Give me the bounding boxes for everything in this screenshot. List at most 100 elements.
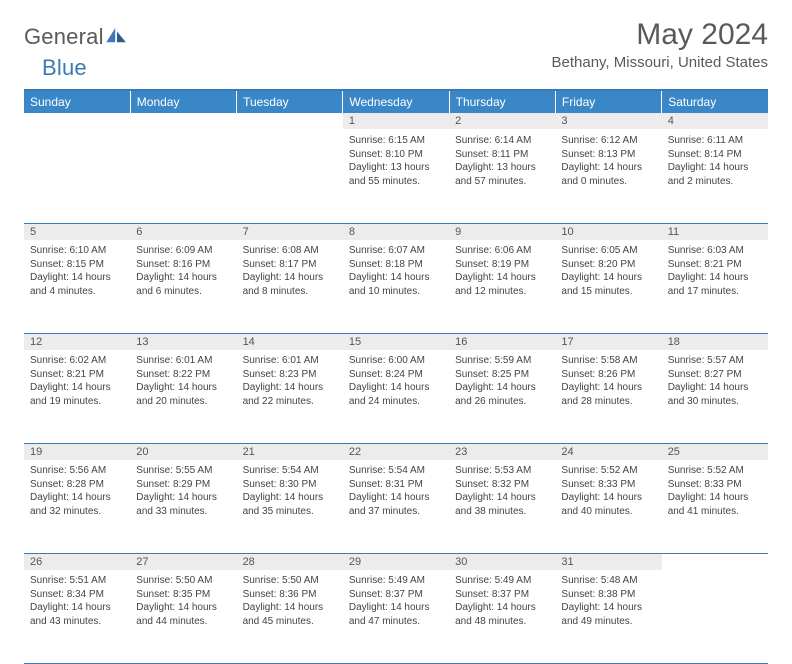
day-details: Sunrise: 6:07 AMSunset: 8:18 PMDaylight:… [343,241,449,302]
sunset-line: Sunset: 8:15 PM [30,258,124,272]
day-number-cell: 4 [662,113,768,131]
sunset-line: Sunset: 8:21 PM [30,368,124,382]
day-number: 31 [555,554,661,570]
sunrise-line: Sunrise: 6:05 AM [561,244,655,258]
weekday-header: Saturday [662,90,768,113]
sunrise-line: Sunrise: 6:15 AM [349,134,443,148]
day-number: 23 [449,444,555,460]
day-number-row: 12131415161718 [24,333,768,351]
day-number-cell: 30 [449,553,555,571]
day-cell: Sunrise: 6:10 AMSunset: 8:15 PMDaylight:… [24,241,130,333]
location-text: Bethany, Missouri, United States [552,54,769,71]
day-number-cell: 20 [130,443,236,461]
day-cell: Sunrise: 6:15 AMSunset: 8:10 PMDaylight:… [343,131,449,223]
daylight-line: Daylight: 14 hours and 4 minutes. [30,271,124,298]
day-number-cell: 10 [555,223,661,241]
day-cell: Sunrise: 6:01 AMSunset: 8:23 PMDaylight:… [237,351,343,443]
weekday-header: Monday [130,90,236,113]
sunset-line: Sunset: 8:27 PM [668,368,762,382]
day-details [130,131,236,138]
sunset-line: Sunset: 8:28 PM [30,478,124,492]
day-number: 11 [662,224,768,240]
day-cell: Sunrise: 5:50 AMSunset: 8:35 PMDaylight:… [130,571,236,663]
sunrise-line: Sunrise: 6:03 AM [668,244,762,258]
sunset-line: Sunset: 8:35 PM [136,588,230,602]
day-number: 2 [449,113,555,129]
sunset-line: Sunset: 8:38 PM [561,588,655,602]
day-cell: Sunrise: 5:48 AMSunset: 8:38 PMDaylight:… [555,571,661,663]
calendar-page: General May 2024 Bethany, Missouri, Unit… [0,0,792,664]
day-number: 20 [130,444,236,460]
day-details: Sunrise: 6:15 AMSunset: 8:10 PMDaylight:… [343,131,449,192]
day-details: Sunrise: 6:05 AMSunset: 8:20 PMDaylight:… [555,241,661,302]
day-number-cell: 9 [449,223,555,241]
day-number [24,113,130,117]
daylight-line: Daylight: 14 hours and 32 minutes. [30,491,124,518]
day-cell: Sunrise: 5:55 AMSunset: 8:29 PMDaylight:… [130,461,236,553]
day-number-cell: 3 [555,113,661,131]
sunrise-line: Sunrise: 5:52 AM [561,464,655,478]
sunrise-line: Sunrise: 5:54 AM [243,464,337,478]
sunrise-line: Sunrise: 5:51 AM [30,574,124,588]
day-cell: Sunrise: 6:12 AMSunset: 8:13 PMDaylight:… [555,131,661,223]
day-cell: Sunrise: 6:03 AMSunset: 8:21 PMDaylight:… [662,241,768,333]
day-number: 1 [343,113,449,129]
daylight-line: Daylight: 14 hours and 37 minutes. [349,491,443,518]
day-details: Sunrise: 5:52 AMSunset: 8:33 PMDaylight:… [555,461,661,522]
day-number: 14 [237,334,343,350]
daylight-line: Daylight: 14 hours and 2 minutes. [668,161,762,188]
day-number-cell: 27 [130,553,236,571]
sunset-line: Sunset: 8:36 PM [243,588,337,602]
sunrise-line: Sunrise: 5:58 AM [561,354,655,368]
sunset-line: Sunset: 8:31 PM [349,478,443,492]
sunrise-line: Sunrise: 5:53 AM [455,464,549,478]
daylight-line: Daylight: 14 hours and 38 minutes. [455,491,549,518]
day-details: Sunrise: 6:11 AMSunset: 8:14 PMDaylight:… [662,131,768,192]
month-title: May 2024 [552,18,769,52]
daylight-line: Daylight: 14 hours and 43 minutes. [30,601,124,628]
day-details: Sunrise: 5:58 AMSunset: 8:26 PMDaylight:… [555,351,661,412]
day-number: 27 [130,554,236,570]
weekday-header: Sunday [24,90,130,113]
day-details: Sunrise: 6:01 AMSunset: 8:22 PMDaylight:… [130,351,236,412]
day-number-cell: 7 [237,223,343,241]
day-details: Sunrise: 5:57 AMSunset: 8:27 PMDaylight:… [662,351,768,412]
day-details: Sunrise: 5:49 AMSunset: 8:37 PMDaylight:… [449,571,555,632]
sunset-line: Sunset: 8:25 PM [455,368,549,382]
daylight-line: Daylight: 14 hours and 47 minutes. [349,601,443,628]
day-details: Sunrise: 5:56 AMSunset: 8:28 PMDaylight:… [24,461,130,522]
sunset-line: Sunset: 8:10 PM [349,148,443,162]
day-number-cell: 14 [237,333,343,351]
day-details: Sunrise: 6:08 AMSunset: 8:17 PMDaylight:… [237,241,343,302]
sunrise-line: Sunrise: 5:55 AM [136,464,230,478]
day-number: 19 [24,444,130,460]
day-cell: Sunrise: 5:49 AMSunset: 8:37 PMDaylight:… [449,571,555,663]
day-details: Sunrise: 6:14 AMSunset: 8:11 PMDaylight:… [449,131,555,192]
sunset-line: Sunset: 8:26 PM [561,368,655,382]
day-number: 25 [662,444,768,460]
day-cell: Sunrise: 6:00 AMSunset: 8:24 PMDaylight:… [343,351,449,443]
daylight-line: Daylight: 14 hours and 12 minutes. [455,271,549,298]
day-number-cell [24,113,130,131]
day-details [24,131,130,138]
day-number: 18 [662,334,768,350]
sunset-line: Sunset: 8:37 PM [349,588,443,602]
sunset-line: Sunset: 8:33 PM [561,478,655,492]
weekday-header: Friday [555,90,661,113]
day-number: 12 [24,334,130,350]
day-number: 7 [237,224,343,240]
calendar-body: 1234Sunrise: 6:15 AMSunset: 8:10 PMDayli… [24,113,768,663]
sunset-line: Sunset: 8:21 PM [668,258,762,272]
day-number: 15 [343,334,449,350]
daylight-line: Daylight: 14 hours and 6 minutes. [136,271,230,298]
day-number-cell: 16 [449,333,555,351]
daylight-line: Daylight: 14 hours and 24 minutes. [349,381,443,408]
weekday-row: SundayMondayTuesdayWednesdayThursdayFrid… [24,90,768,113]
day-number [662,554,768,558]
daylight-line: Daylight: 14 hours and 17 minutes. [668,271,762,298]
sunset-line: Sunset: 8:23 PM [243,368,337,382]
day-number: 29 [343,554,449,570]
sunset-line: Sunset: 8:34 PM [30,588,124,602]
day-number: 5 [24,224,130,240]
sunset-line: Sunset: 8:33 PM [668,478,762,492]
